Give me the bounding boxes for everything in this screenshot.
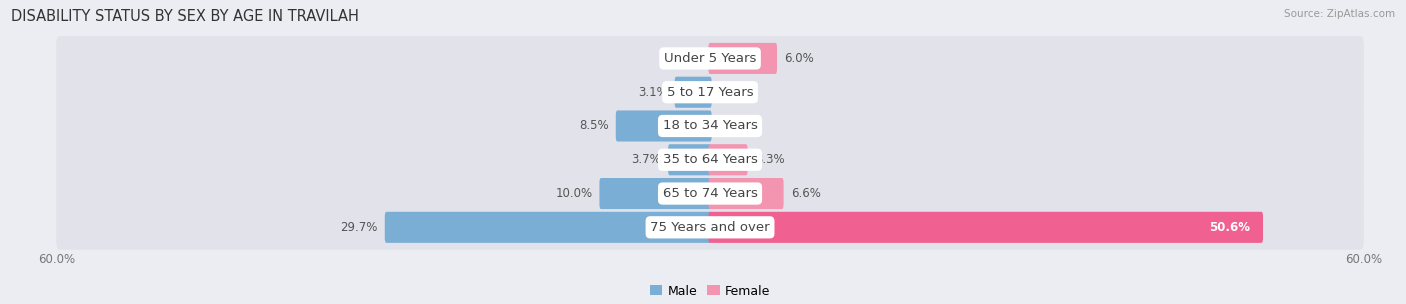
FancyBboxPatch shape (56, 36, 1364, 81)
Text: 75 Years and over: 75 Years and over (650, 221, 770, 234)
FancyBboxPatch shape (56, 104, 1364, 148)
Text: 5 to 17 Years: 5 to 17 Years (666, 86, 754, 99)
Text: 0.0%: 0.0% (727, 86, 756, 99)
Text: 6.6%: 6.6% (790, 187, 821, 200)
FancyBboxPatch shape (675, 77, 711, 108)
FancyBboxPatch shape (709, 178, 783, 209)
FancyBboxPatch shape (709, 43, 778, 74)
FancyBboxPatch shape (709, 212, 1263, 243)
FancyBboxPatch shape (56, 171, 1364, 216)
FancyBboxPatch shape (709, 144, 748, 175)
FancyBboxPatch shape (56, 70, 1364, 115)
Text: Under 5 Years: Under 5 Years (664, 52, 756, 65)
Text: 65 to 74 Years: 65 to 74 Years (662, 187, 758, 200)
Text: 18 to 34 Years: 18 to 34 Years (662, 119, 758, 133)
Text: 6.0%: 6.0% (785, 52, 814, 65)
FancyBboxPatch shape (56, 205, 1364, 250)
Text: 3.1%: 3.1% (638, 86, 668, 99)
FancyBboxPatch shape (385, 212, 711, 243)
Text: 0.0%: 0.0% (664, 52, 693, 65)
Text: 8.5%: 8.5% (579, 119, 609, 133)
Text: 50.6%: 50.6% (1209, 221, 1250, 234)
Text: DISABILITY STATUS BY SEX BY AGE IN TRAVILAH: DISABILITY STATUS BY SEX BY AGE IN TRAVI… (11, 9, 359, 24)
FancyBboxPatch shape (616, 110, 711, 142)
Text: 35 to 64 Years: 35 to 64 Years (662, 153, 758, 166)
Text: 3.3%: 3.3% (755, 153, 785, 166)
FancyBboxPatch shape (599, 178, 711, 209)
Legend: Male, Female: Male, Female (645, 280, 775, 302)
Text: 3.7%: 3.7% (631, 153, 661, 166)
FancyBboxPatch shape (668, 144, 711, 175)
Text: Source: ZipAtlas.com: Source: ZipAtlas.com (1284, 9, 1395, 19)
FancyBboxPatch shape (56, 137, 1364, 182)
Text: 10.0%: 10.0% (555, 187, 592, 200)
Text: 0.0%: 0.0% (727, 119, 756, 133)
Text: 29.7%: 29.7% (340, 221, 378, 234)
